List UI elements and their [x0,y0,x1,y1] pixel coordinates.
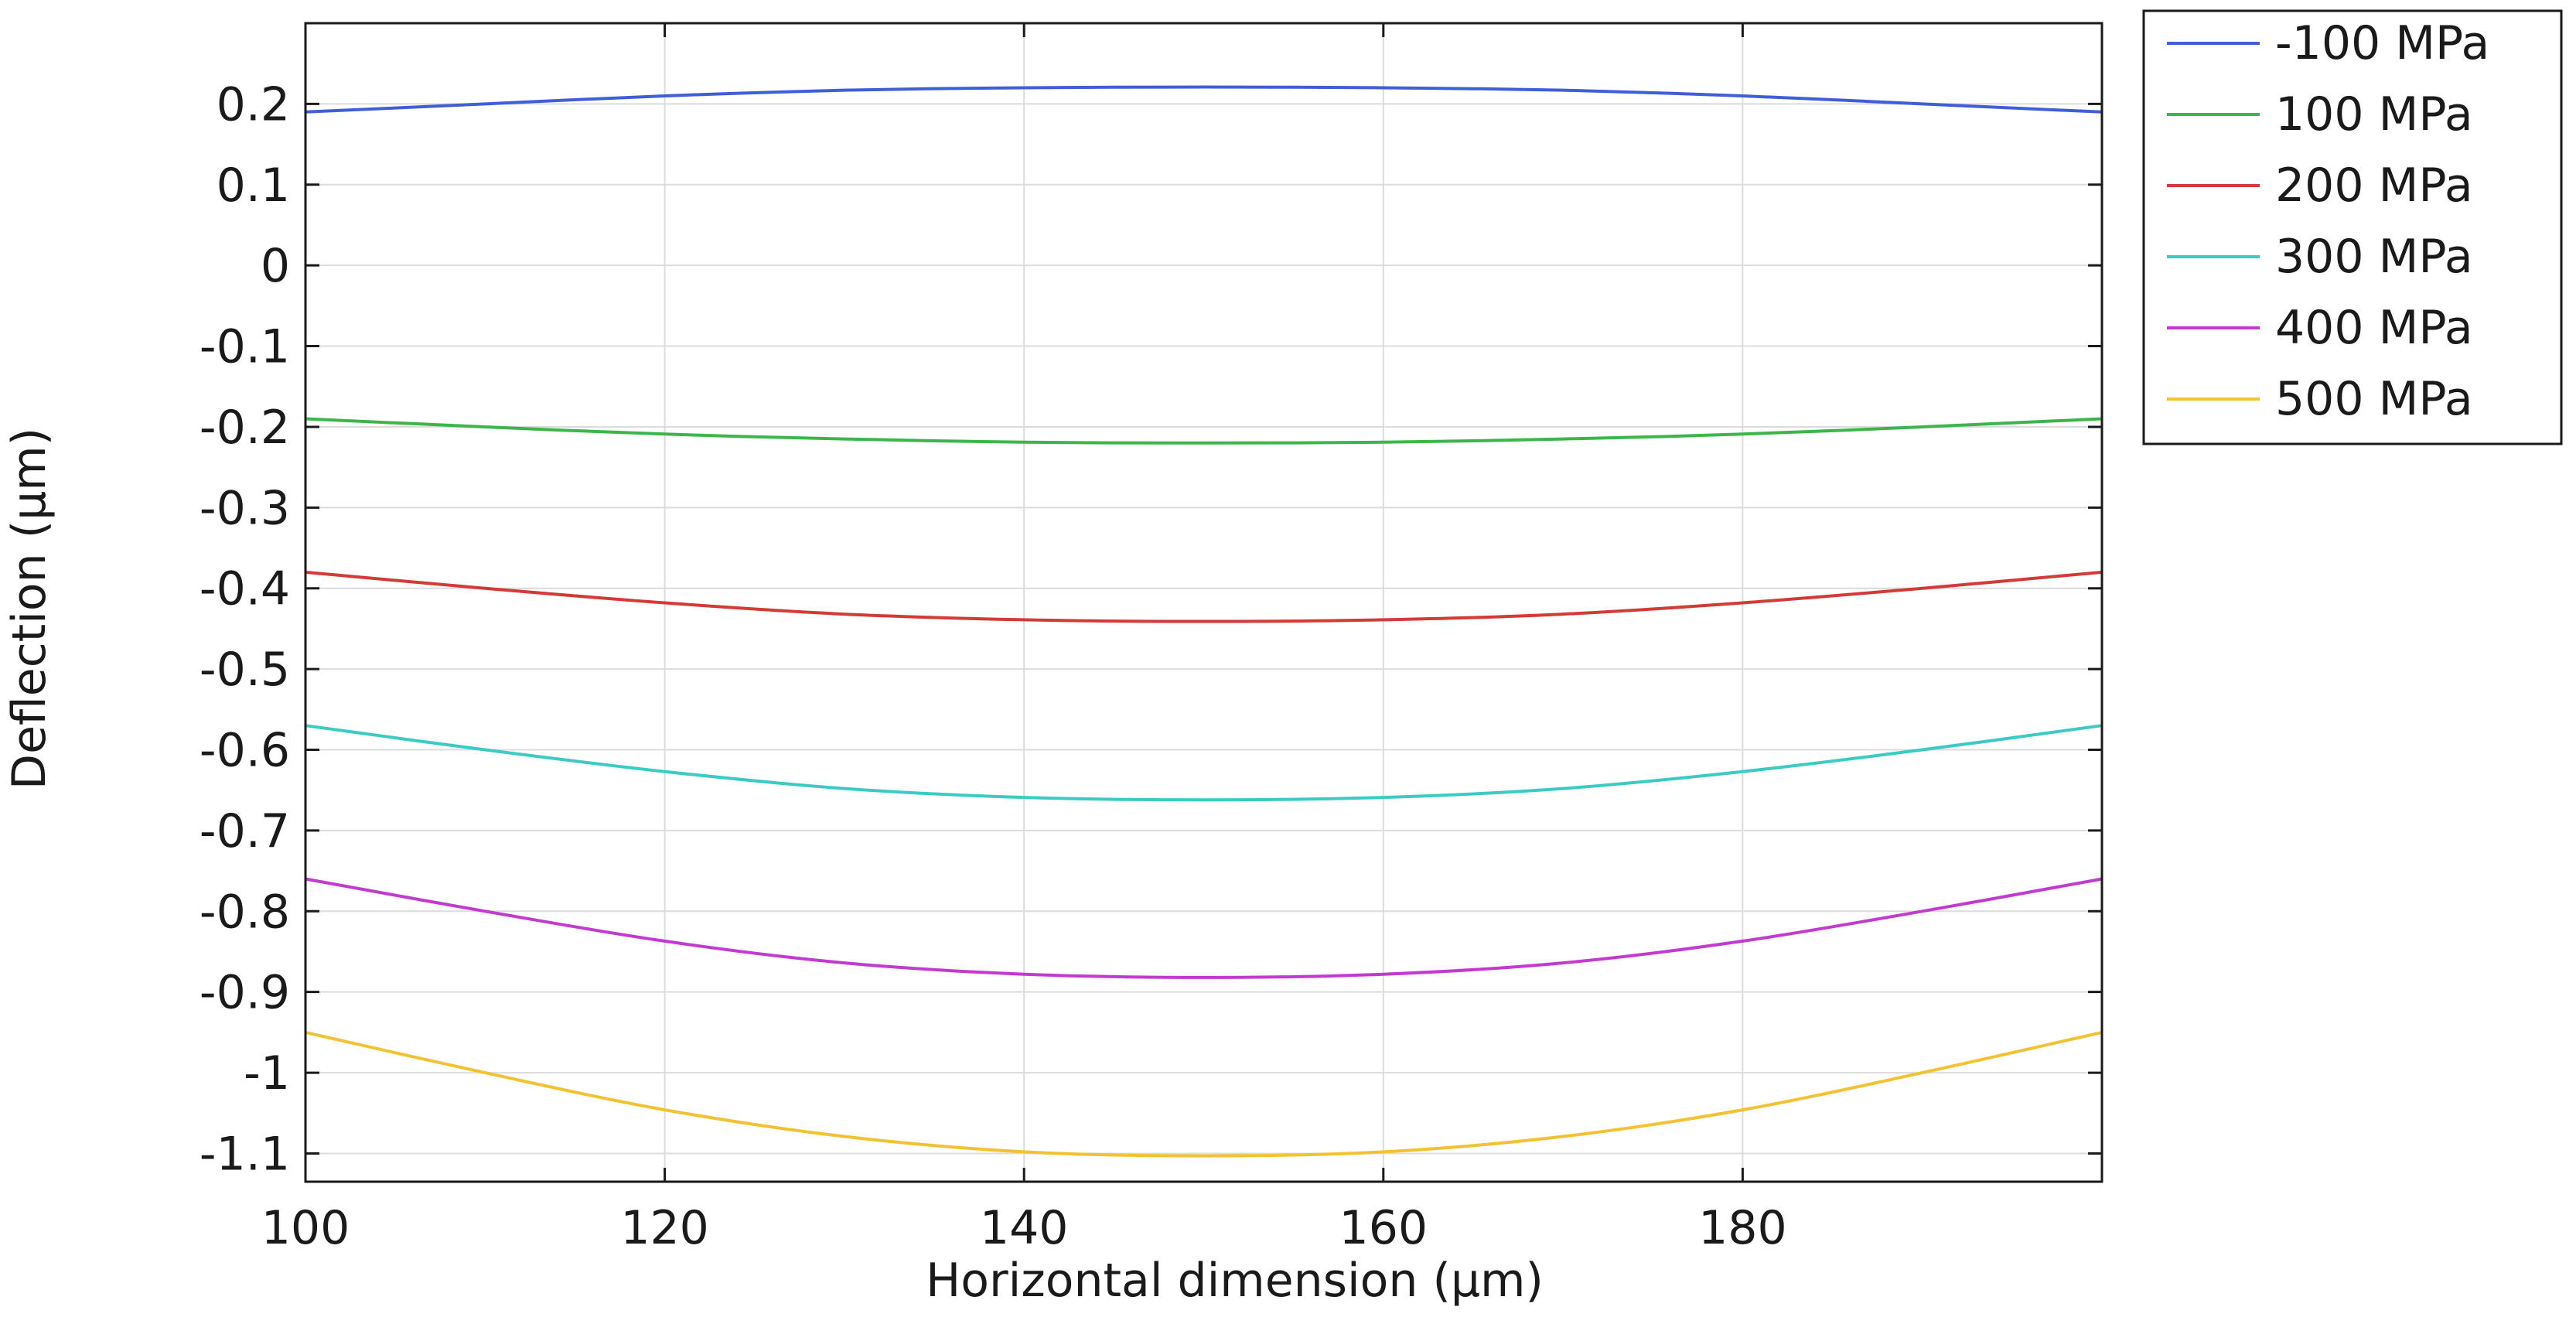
y-tick-label: 0.2 [217,77,290,131]
y-tick-label: -0.7 [200,804,290,858]
y-tick-label: -0.3 [200,481,290,535]
y-axis-title: Deflection (µm) [2,428,56,790]
y-tick-label: -1.1 [200,1127,290,1181]
x-tick-labels: 100 120 140 160 180 [261,1201,1787,1255]
x-tick-label: 180 [1698,1201,1787,1255]
axis-ticks [304,23,2102,1182]
legend: -100 MPa 100 MPa 200 MPa 300 MPa 400 MPa 500 … [2142,9,2563,445]
plot-frame [304,22,2103,1183]
legend-label: 300 MPa [2275,230,2473,284]
legend-items: -100 MPa 100 MPa 200 MPa 300 MPa 400 MPa 500 … [2167,16,2489,426]
series-line-1 [305,417,2103,445]
y-tick-label: -0.5 [200,643,290,697]
y-tick-label: -0.9 [200,966,290,1020]
y-tick-labels: 0.2 0.1 0 -0.1 -0.2 -0.3 -0.4 -0.5 -0.6 -0.7 -0.8 -… [200,77,290,1181]
legend-label: -100 MPa [2275,16,2489,70]
legend-label: 400 MPa [2275,301,2473,355]
y-tick-label: 0.1 [217,159,290,213]
y-tick-label: -0.4 [200,562,290,616]
legend-label: 500 MPa [2275,372,2473,426]
x-tick-label: 140 [980,1201,1069,1255]
x-tick-label: 160 [1339,1201,1428,1255]
series-line-3 [305,724,2103,802]
series-line-2 [305,570,2103,623]
grid-lines [305,23,2102,1182]
y-tick-label: -1 [244,1046,290,1100]
series-line-0 [305,85,2103,114]
x-tick-label: 120 [620,1201,709,1255]
x-tick-label: 100 [261,1201,350,1255]
series-line-4 [305,877,2103,979]
y-tick-label: -0.2 [200,401,290,455]
legend-label: 100 MPa [2275,87,2473,142]
y-tick-label: -0.1 [200,320,290,374]
legend-label: 200 MPa [2275,159,2473,213]
y-tick-label: 0 [261,239,290,293]
x-axis-title: Horizontal dimension (µm) [926,1254,1544,1308]
y-tick-label: -0.8 [200,885,290,939]
series-line-5 [305,1030,2103,1158]
y-tick-label: -0.6 [200,724,290,778]
legend-box [2142,9,2563,445]
series-lines [305,85,2103,1158]
